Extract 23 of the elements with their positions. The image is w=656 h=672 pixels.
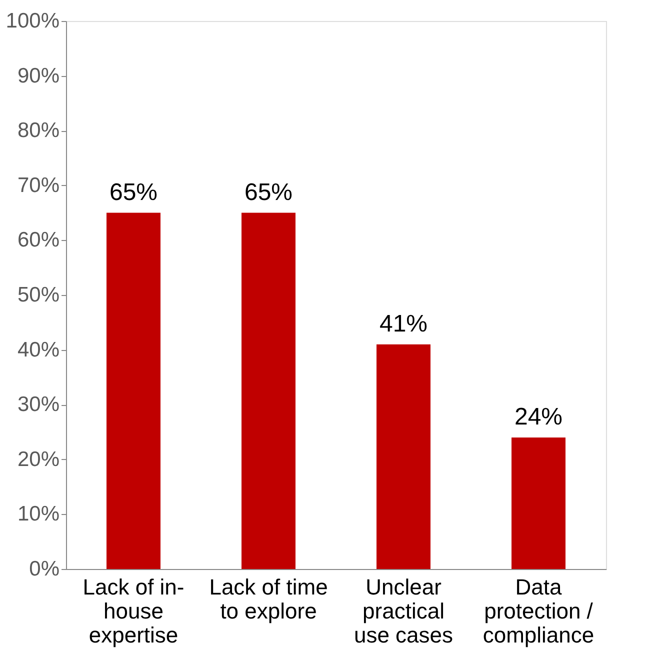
y-tick-label: 80% — [17, 119, 60, 142]
x-tick-label: Lack of time to explore — [209, 574, 328, 624]
data-label: 24% — [514, 403, 563, 430]
y-tick-label: 40% — [17, 338, 60, 362]
y-tick-label: 50% — [17, 284, 60, 306]
y-tick-label: 20% — [17, 448, 60, 471]
data-label: 41% — [379, 310, 428, 338]
x-tick-label: Lack of in-house expertise — [82, 574, 184, 648]
bar — [242, 212, 296, 569]
y-tick-label: 10% — [17, 502, 60, 526]
y-tick-label: 30% — [17, 393, 60, 416]
y-tick-label: 100% — [6, 10, 60, 32]
y-tick-label: 90% — [17, 64, 60, 88]
y-tick-label: 60% — [17, 228, 60, 252]
y-tick-label: 0% — [29, 558, 60, 580]
bar — [106, 212, 160, 569]
x-tick-label: Data protection / compliance — [482, 574, 594, 648]
y-tick-label: 70% — [17, 174, 60, 197]
x-tick-label: Unclear practical use cases — [354, 574, 454, 648]
data-label: 65% — [244, 178, 293, 206]
data-label: 65% — [109, 178, 158, 206]
bar — [376, 344, 430, 569]
bar — [512, 437, 566, 569]
